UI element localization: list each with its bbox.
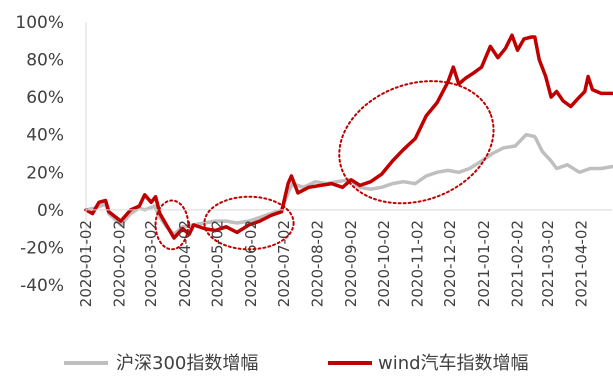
y-tick-label: 60%: [26, 88, 64, 108]
x-tick-label: 2020-06-02: [242, 220, 260, 307]
x-tick-label: 2020-12-02: [441, 220, 459, 307]
highlight-ellipse: [154, 199, 190, 251]
x-tick-label: 2020-11-02: [409, 220, 427, 307]
y-tick-label: -20%: [20, 238, 64, 258]
x-tick-label: 2020-05-02: [209, 220, 227, 307]
x-tick-label: 2021-04-02: [573, 220, 591, 307]
x-tick-label: 2021-03-02: [539, 220, 557, 307]
x-tick-label: 2021-02-02: [509, 220, 527, 307]
y-tick-label: -40%: [20, 276, 64, 296]
legend-label: wind汽车指数增幅: [378, 353, 529, 374]
y-tick-label: 40%: [26, 126, 64, 146]
x-tick-label: 2021-01-02: [475, 220, 493, 307]
x-tick-label: 2020-08-02: [309, 220, 327, 307]
highlight-ellipse: [338, 80, 495, 205]
x-tick-label: 2020-09-02: [342, 220, 360, 307]
x-tick-label: 2020-04-02: [176, 220, 194, 307]
y-tick-label: 100%: [15, 13, 64, 33]
series-line-wind-auto: [84, 33, 613, 240]
y-tick-label: 0%: [37, 201, 64, 221]
highlight-ellipse: [203, 195, 295, 251]
x-tick-label: 2020-02-02: [111, 220, 129, 307]
y-tick-label: 20%: [26, 163, 64, 183]
x-tick-label: 2020-10-02: [375, 220, 393, 307]
legend-label: 沪深300指数增幅: [116, 353, 258, 374]
y-tick-label: 80%: [26, 51, 64, 71]
x-tick-label: 2020-03-02: [142, 220, 160, 307]
x-tick-label: 2020-01-02: [77, 220, 95, 307]
